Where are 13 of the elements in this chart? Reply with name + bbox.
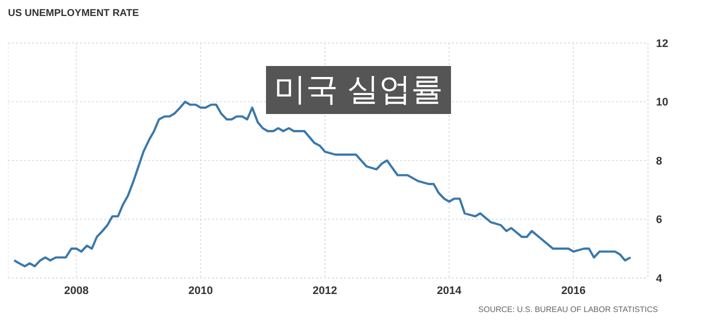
- y-tick-label: 10: [656, 96, 668, 109]
- y-tick-label: 8: [656, 155, 662, 168]
- x-tick-label: 2008: [64, 284, 89, 297]
- chart-title: US UNEMPLOYMENT RATE: [8, 8, 139, 19]
- y-tick-label: 4: [656, 272, 663, 285]
- x-tick-label: 2014: [436, 284, 462, 297]
- text: 미국 실업률: [266, 66, 451, 114]
- source-note: SOURCE: U.S. BUREAU OF LABOR STATISTICS: [478, 305, 658, 314]
- x-tick-label: 2010: [188, 284, 213, 297]
- y-tick-label: 12: [656, 38, 668, 50]
- x-tick-label: 2016: [561, 284, 586, 297]
- y-tick-label: 6: [656, 214, 662, 226]
- x-tick-label: 2012: [312, 284, 338, 297]
